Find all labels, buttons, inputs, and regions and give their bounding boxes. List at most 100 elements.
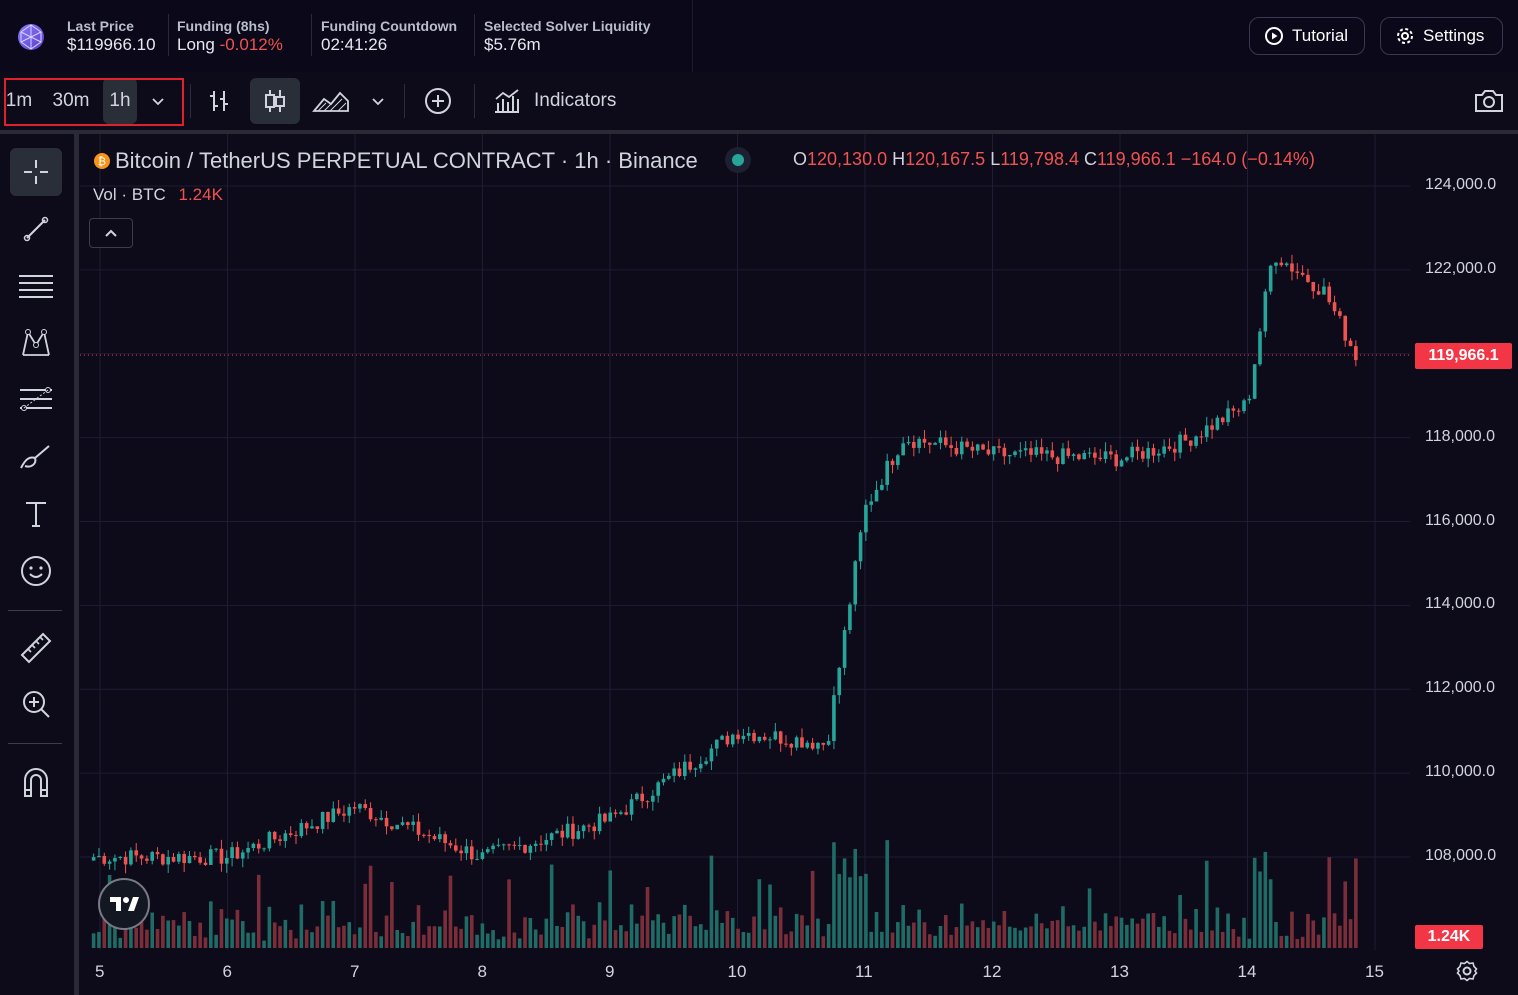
volume-bar <box>235 909 240 948</box>
crosshair-tool[interactable] <box>10 148 62 196</box>
measure-tool[interactable] <box>10 624 62 672</box>
volume-bar <box>177 925 181 948</box>
candle-body <box>384 817 389 827</box>
collapse-legend-button[interactable] <box>89 218 133 248</box>
candle-body <box>416 821 421 835</box>
y-axis-tick: 114,000.0 <box>1425 595 1495 613</box>
candle-body <box>826 741 831 745</box>
volume-bar <box>315 926 320 948</box>
trend-line-icon <box>23 216 49 242</box>
area-chart-type-button[interactable] <box>308 78 354 124</box>
drawing-toolbar <box>0 134 79 995</box>
trend-line-tool[interactable] <box>10 205 62 253</box>
interval-30m[interactable]: 30m <box>52 90 90 111</box>
ohlc-bars-icon <box>210 91 228 111</box>
magnet-tool[interactable] <box>10 758 62 806</box>
chart-settings-gear-icon[interactable] <box>1456 960 1478 982</box>
interval-dropdown[interactable] <box>142 78 174 124</box>
candle-body <box>1263 291 1268 332</box>
indicators-button[interactable]: Indicators <box>492 78 637 124</box>
volume-bar <box>331 900 336 948</box>
volume-bar <box>1162 916 1166 948</box>
volume-bar <box>1119 917 1124 948</box>
volume-bar <box>560 926 565 948</box>
app-logo-icon[interactable] <box>16 22 46 52</box>
candle-body <box>997 446 1001 448</box>
candles-chart-type-button[interactable] <box>250 78 300 124</box>
candle-body <box>619 812 623 814</box>
volume-bar <box>395 929 400 948</box>
volume-bar <box>981 920 985 948</box>
volume-bar <box>832 842 836 948</box>
volume-bar <box>1034 913 1039 948</box>
volume-bar <box>933 935 937 948</box>
volume-bar <box>320 901 325 948</box>
horizontal-lines-tool[interactable] <box>10 262 62 310</box>
bar-chart-type-button[interactable] <box>198 78 240 124</box>
volume-bar <box>379 936 384 948</box>
settings-button[interactable]: Settings <box>1380 17 1503 55</box>
add-indicator-button[interactable] <box>418 78 458 124</box>
candle-body <box>1183 434 1188 441</box>
price-chart[interactable] <box>80 134 1518 995</box>
interval-1m[interactable]: 1m <box>5 90 33 111</box>
volume-bar <box>123 922 128 948</box>
market-status-icon <box>724 147 751 173</box>
volume-bar <box>991 921 996 948</box>
symbol-label: Bitcoin / TetherUS PERPETUAL CONTRACT · … <box>115 148 698 173</box>
chart-type-dropdown[interactable] <box>364 78 392 124</box>
settings-label: Settings <box>1423 26 1485 45</box>
volume-bar <box>1252 857 1257 948</box>
candle-body <box>597 813 602 832</box>
candle-body <box>1087 452 1092 454</box>
close-label: C <box>1083 149 1097 169</box>
indicators-label: Indicators <box>534 90 617 111</box>
volume-bar <box>1194 909 1198 948</box>
volume-bar <box>1172 933 1177 948</box>
volume-bar <box>1167 930 1172 948</box>
tutorial-label: Tutorial <box>1292 26 1349 45</box>
candle-body <box>230 847 234 858</box>
candle-body <box>975 444 980 451</box>
volume-bar <box>384 915 389 948</box>
volume-bar <box>272 922 277 948</box>
volume-bar <box>246 932 250 948</box>
fib-retracement-tool[interactable] <box>10 376 62 424</box>
volume-bar <box>848 877 852 948</box>
candle-body <box>251 843 256 848</box>
volume-bar <box>1290 911 1294 948</box>
volume-bar <box>1322 917 1326 948</box>
emoji-tool[interactable] <box>10 547 62 595</box>
volume-bar <box>794 913 799 948</box>
volume-bar <box>283 919 288 948</box>
volume-bar <box>1109 926 1113 948</box>
volume-bar <box>746 932 751 948</box>
volume-bar <box>741 931 746 948</box>
volume-bar <box>645 887 650 948</box>
candle-body <box>613 812 618 814</box>
interval-1h[interactable]: 1h <box>103 78 137 124</box>
volume-bar <box>954 927 959 948</box>
candle-body <box>278 839 282 841</box>
candle-body <box>432 836 437 840</box>
chart-toolbar: 1m 30m 1h Indicators <box>0 72 1518 134</box>
candle-body <box>1348 340 1353 347</box>
volume-bar <box>262 940 266 948</box>
screenshot-button[interactable] <box>1468 78 1510 124</box>
candle-body <box>1055 457 1060 465</box>
candle-body <box>555 830 559 834</box>
volume-bar <box>406 936 410 948</box>
volume-bar <box>1018 930 1023 948</box>
pattern-tool[interactable] <box>10 319 62 367</box>
volume-bar <box>1311 920 1316 948</box>
text-tool[interactable] <box>10 490 62 538</box>
candle-body <box>938 437 943 443</box>
tutorial-button[interactable]: Tutorial <box>1249 17 1365 55</box>
candle-body <box>927 442 932 445</box>
zoom-in-tool[interactable] <box>10 680 62 728</box>
volume-tag: 1.24K <box>1415 925 1483 949</box>
brush-tool[interactable] <box>10 433 62 481</box>
candle-body <box>272 831 277 840</box>
tradingview-logo-icon[interactable] <box>98 878 150 930</box>
candle-body <box>1247 398 1252 401</box>
